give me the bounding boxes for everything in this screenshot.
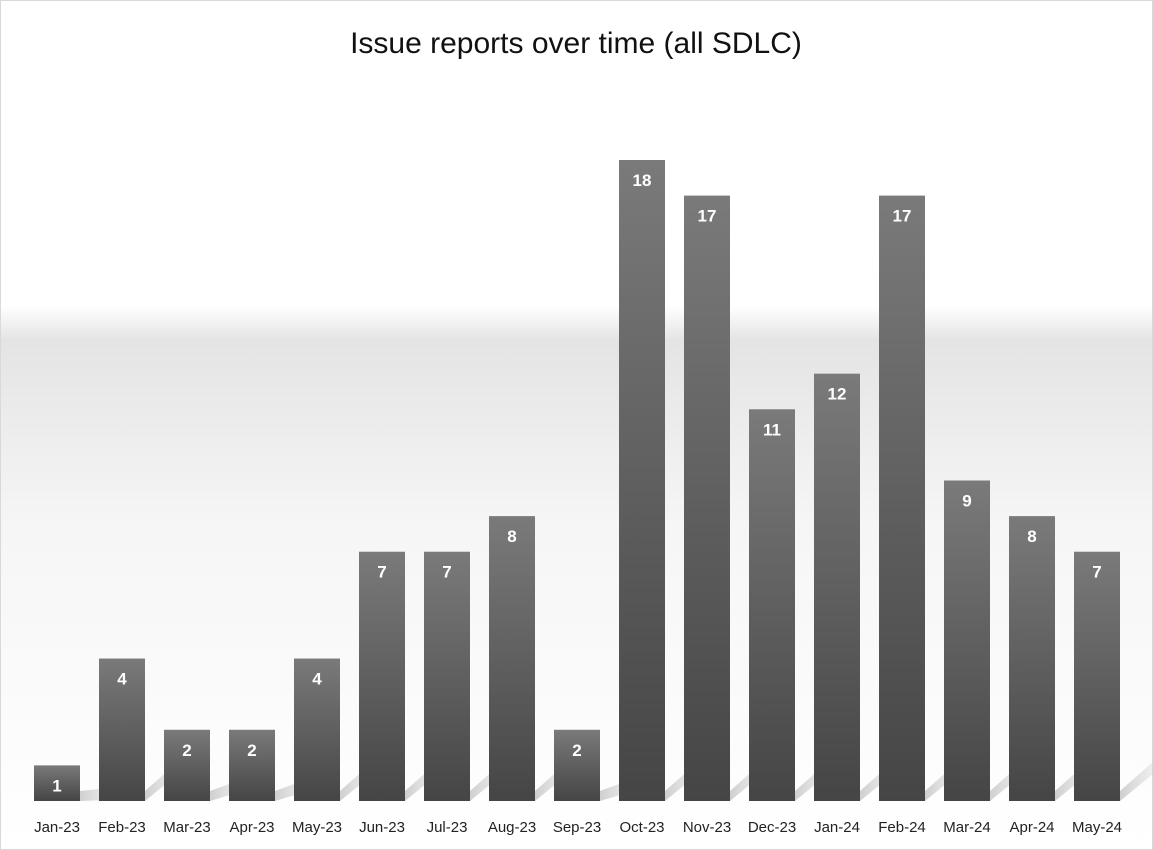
data-label: 17 xyxy=(893,207,912,226)
data-label: 4 xyxy=(117,670,127,689)
bar-Feb-23 xyxy=(99,658,145,801)
x-tick-label: Jul-23 xyxy=(427,819,468,836)
data-label: 1 xyxy=(52,776,61,795)
bar-Jan-24 xyxy=(814,373,860,801)
x-tick-label: Dec-23 xyxy=(748,819,796,836)
x-tick-label: Jan-24 xyxy=(814,819,860,836)
data-label: 7 xyxy=(1092,563,1101,582)
x-tick-label: Aug-23 xyxy=(488,819,536,836)
bar-Mar-24 xyxy=(944,480,990,801)
data-label: 2 xyxy=(247,741,256,760)
x-tick-label: Apr-23 xyxy=(229,819,274,836)
bar-Oct-23 xyxy=(619,160,665,801)
data-label: 7 xyxy=(442,563,451,582)
x-tick-label: Apr-24 xyxy=(1009,819,1054,836)
bar-Jan-23 xyxy=(34,765,80,801)
data-label: 7 xyxy=(377,563,386,582)
bar-Jul-23 xyxy=(424,551,470,801)
x-tick-label: Jan-23 xyxy=(34,819,80,836)
data-label: 8 xyxy=(1027,527,1036,546)
data-label: 4 xyxy=(312,670,322,689)
x-tick-label: Sep-23 xyxy=(553,819,601,836)
x-tick-label: Oct-23 xyxy=(619,819,664,836)
bar-Nov-23 xyxy=(684,195,730,802)
data-label: 9 xyxy=(962,492,971,511)
x-tick-label: Mar-24 xyxy=(943,819,991,836)
bar-May-24 xyxy=(1074,551,1120,801)
bar-Sep-23 xyxy=(554,729,600,801)
bar-Apr-24 xyxy=(1009,516,1055,801)
bar-Feb-24 xyxy=(879,195,925,802)
bar-May-23 xyxy=(294,658,340,801)
bar-shadow xyxy=(1120,761,1153,801)
x-tick-label: May-24 xyxy=(1072,819,1122,836)
data-label: 11 xyxy=(763,420,781,439)
x-tick-label: Jun-23 xyxy=(359,819,405,836)
data-label: 17 xyxy=(698,207,717,226)
data-label: 18 xyxy=(633,171,652,190)
chart-title: Issue reports over time (all SDLC) xyxy=(350,27,802,60)
bar-Dec-23 xyxy=(749,409,795,801)
x-tick-label: Mar-23 xyxy=(163,819,211,836)
bar-Aug-23 xyxy=(489,516,535,801)
data-label: 2 xyxy=(572,741,581,760)
data-label: 8 xyxy=(507,527,516,546)
x-tick-label: Nov-23 xyxy=(683,819,731,836)
data-label: 12 xyxy=(828,385,847,404)
x-tick-label: May-23 xyxy=(292,819,342,836)
bar-Apr-23 xyxy=(229,729,275,801)
x-tick-label: Feb-24 xyxy=(878,819,926,836)
bar-Jun-23 xyxy=(359,551,405,801)
x-tick-label: Feb-23 xyxy=(98,819,146,836)
bar-Mar-23 xyxy=(164,729,210,801)
data-label: 2 xyxy=(182,741,191,760)
